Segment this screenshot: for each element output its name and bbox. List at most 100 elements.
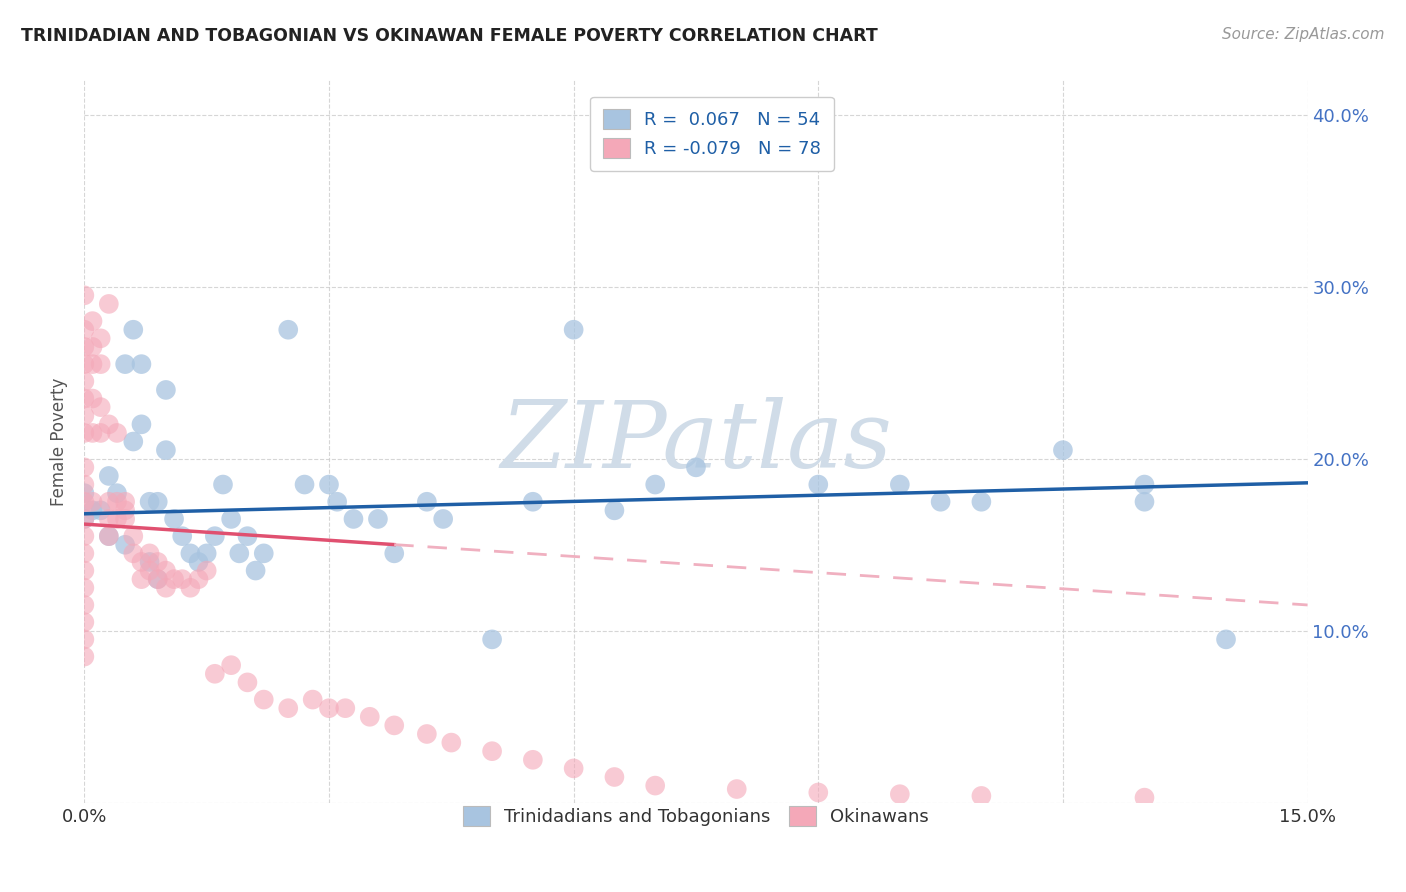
Point xyxy=(82,392,104,406)
Point xyxy=(122,323,145,337)
Point xyxy=(82,494,104,508)
Point xyxy=(97,297,120,311)
Point xyxy=(228,546,250,560)
Point xyxy=(73,546,96,560)
Point xyxy=(90,331,112,345)
Point xyxy=(440,735,463,749)
Point xyxy=(73,460,96,475)
Point xyxy=(114,538,136,552)
Point xyxy=(90,503,112,517)
Point xyxy=(970,494,993,508)
Point xyxy=(522,753,544,767)
Point xyxy=(603,770,626,784)
Point xyxy=(277,323,299,337)
Point xyxy=(73,529,96,543)
Point xyxy=(146,572,169,586)
Point xyxy=(73,581,96,595)
Point xyxy=(138,564,160,578)
Point xyxy=(179,546,201,560)
Point xyxy=(163,572,186,586)
Point xyxy=(138,546,160,560)
Point xyxy=(114,512,136,526)
Point xyxy=(416,494,439,508)
Point xyxy=(277,701,299,715)
Point xyxy=(73,409,96,423)
Point xyxy=(603,503,626,517)
Point xyxy=(122,434,145,449)
Point xyxy=(318,701,340,715)
Point xyxy=(335,701,357,715)
Point xyxy=(644,779,666,793)
Point xyxy=(1133,494,1156,508)
Point xyxy=(131,417,153,432)
Point xyxy=(481,744,503,758)
Point xyxy=(245,564,267,578)
Point xyxy=(73,632,96,647)
Point xyxy=(219,512,242,526)
Point xyxy=(73,288,96,302)
Point xyxy=(155,564,177,578)
Point xyxy=(163,512,186,526)
Point xyxy=(114,494,136,508)
Point xyxy=(219,658,242,673)
Point xyxy=(1215,632,1237,647)
Point xyxy=(73,392,96,406)
Point xyxy=(146,494,169,508)
Point xyxy=(1133,477,1156,491)
Point xyxy=(114,503,136,517)
Text: ZIPatlas: ZIPatlas xyxy=(501,397,891,486)
Point xyxy=(82,340,104,354)
Point xyxy=(481,632,503,647)
Point xyxy=(301,692,323,706)
Point xyxy=(187,555,209,569)
Point xyxy=(73,477,96,491)
Point xyxy=(1133,790,1156,805)
Point xyxy=(326,494,349,508)
Point xyxy=(82,314,104,328)
Point xyxy=(522,494,544,508)
Point xyxy=(90,400,112,414)
Point xyxy=(562,761,585,775)
Point xyxy=(236,529,259,543)
Point xyxy=(359,710,381,724)
Point xyxy=(82,357,104,371)
Point xyxy=(82,503,104,517)
Point xyxy=(138,555,160,569)
Point xyxy=(114,357,136,371)
Point xyxy=(73,512,96,526)
Point xyxy=(382,718,405,732)
Point xyxy=(382,546,405,560)
Y-axis label: Female Poverty: Female Poverty xyxy=(51,377,69,506)
Point xyxy=(97,469,120,483)
Point xyxy=(179,581,201,595)
Point xyxy=(105,512,128,526)
Point xyxy=(172,529,194,543)
Point xyxy=(97,494,120,508)
Point xyxy=(807,785,830,799)
Point xyxy=(73,564,96,578)
Point xyxy=(146,572,169,586)
Point xyxy=(253,692,276,706)
Point xyxy=(146,555,169,569)
Point xyxy=(236,675,259,690)
Point xyxy=(122,546,145,560)
Point xyxy=(562,323,585,337)
Point xyxy=(73,512,96,526)
Point xyxy=(73,598,96,612)
Point xyxy=(155,383,177,397)
Point xyxy=(212,477,235,491)
Point xyxy=(644,477,666,491)
Text: Source: ZipAtlas.com: Source: ZipAtlas.com xyxy=(1222,27,1385,42)
Point xyxy=(97,417,120,432)
Point xyxy=(97,529,120,543)
Point xyxy=(725,782,748,797)
Point xyxy=(97,512,120,526)
Point xyxy=(432,512,454,526)
Point xyxy=(416,727,439,741)
Point xyxy=(204,666,226,681)
Point xyxy=(807,477,830,491)
Point xyxy=(294,477,316,491)
Point xyxy=(73,494,96,508)
Point xyxy=(685,460,707,475)
Point xyxy=(131,357,153,371)
